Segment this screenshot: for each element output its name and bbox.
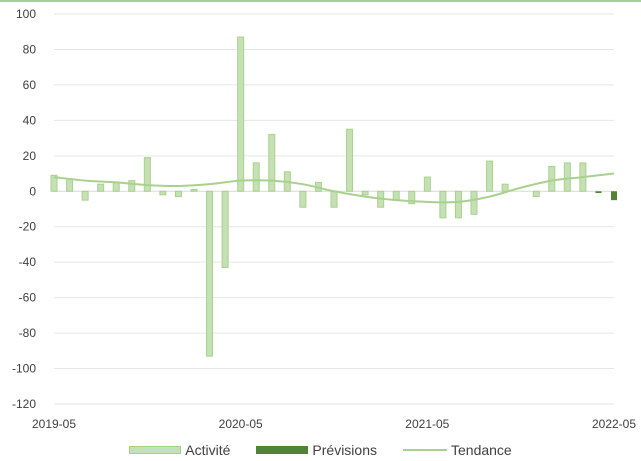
bar-activite [361,190,369,196]
y-tick-labels: -120 -100 -80 -60 -40 -20 0 20 40 60 80 100 [12,7,36,411]
trend-line-group [53,172,615,204]
legend-label-previsions: Prévisions [312,442,377,458]
trend-line [53,172,615,204]
legend-swatch-activite [129,446,182,454]
bar-activite [408,190,416,205]
legend-label-activite: Activité [185,442,231,458]
y-tick-label: 20 [23,149,37,163]
y-tick-label: 40 [23,113,37,127]
y-tick-label: 100 [16,7,36,21]
bar-previsions [611,191,617,201]
y-tick-label: -80 [19,326,37,340]
bar-activite [128,180,136,192]
bar-activite [423,176,431,192]
legend-label-tendance: Tendance [451,442,512,458]
chart-canvas: -120 -100 -80 -60 -40 -20 0 20 40 60 80 100 2019-05… [12,7,636,431]
bar-activite [439,190,447,219]
bar-activite [143,157,151,192]
y-tick-label: -20 [19,220,37,234]
y-tick-label: -40 [19,255,37,269]
x-tick-label: 2021-05 [405,417,449,431]
x-tick-label: 2019-05 [32,417,76,431]
bar-activite [97,183,105,192]
bar-activite [159,190,167,196]
x-tick-labels: 2019-05 2020-05 2021-05 2022-05 [32,417,636,431]
bar-activite [206,190,214,357]
bar-activite [346,128,354,192]
x-tick-label: 2022-05 [592,417,636,431]
bar-activite [66,178,74,192]
bar-activite [330,190,338,208]
bar-activite [299,190,307,208]
bar-previsions [595,191,602,194]
bar-activite [470,190,478,215]
bar-activite [190,189,198,192]
bar-activite [174,190,182,198]
bar-activite [221,190,229,268]
bar-activite [532,190,540,198]
y-tick-label: -120 [12,397,36,411]
bar-activite [81,190,89,201]
bar-activite [486,160,494,192]
legend-item-previsions: Prévisions [256,442,377,458]
bar-activite [548,165,556,192]
y-tick-label: 80 [23,42,37,56]
y-tick-label: 0 [29,184,36,198]
bar-activite [454,190,462,219]
gridlines [54,13,614,405]
y-tick-label: -100 [12,362,36,376]
bar-activite [112,181,120,192]
legend-item-tendance: Tendance [403,442,512,458]
x-tick-label: 2020-05 [219,417,263,431]
y-tick-label: 60 [23,78,37,92]
legend-swatch-previsions [256,446,309,454]
legend: Activité Prévisions Tendance [0,441,641,459]
bar-activite [252,162,260,192]
legend-item-activite: Activité [129,442,230,458]
bar-activite [268,134,276,192]
bar-activite [501,183,509,192]
legend-swatch-tendance [403,449,447,451]
bar-activite [50,174,58,192]
bar-activite [237,36,245,192]
y-tick-label: -60 [19,291,37,305]
bar-activite [563,162,571,192]
top-border [0,0,641,2]
bar-activite [392,190,400,201]
